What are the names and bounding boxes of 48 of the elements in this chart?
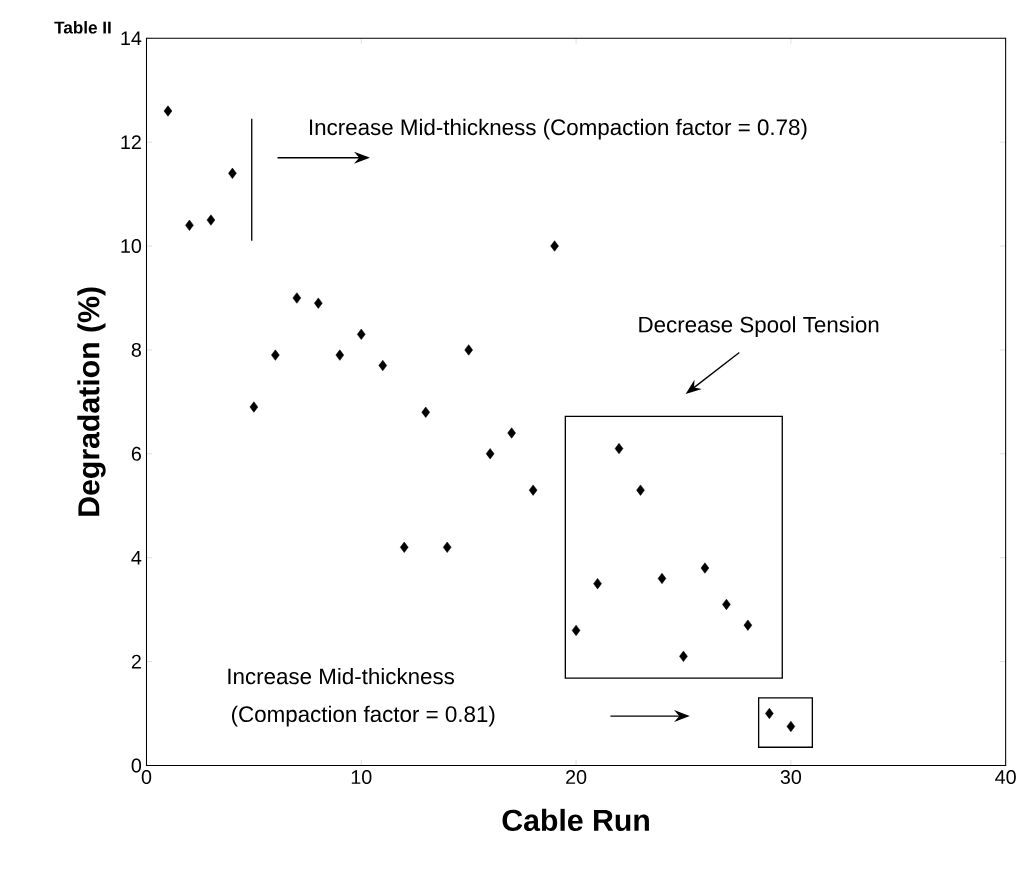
point — [614, 443, 624, 455]
x-axis-title: Cable Run — [502, 809, 649, 832]
x-tick-label: 20 — [566, 770, 587, 785]
point — [636, 484, 645, 496]
y-axis-title: Degradation (%) — [77, 287, 106, 517]
point — [314, 297, 323, 309]
point — [442, 542, 452, 554]
point — [657, 573, 667, 585]
point — [528, 484, 538, 496]
point — [722, 599, 731, 611]
point — [292, 292, 302, 304]
y-tick-label: 6 — [131, 447, 141, 462]
y-tick-label: 10 — [121, 239, 142, 254]
y-tick-label: 14 — [121, 31, 142, 46]
y-tick-label: 0 — [131, 758, 142, 773]
point — [249, 401, 259, 413]
point — [485, 448, 495, 460]
annotation: Increase Mid-thickness (Compaction factor = 0.78) — [310, 119, 807, 140]
point — [206, 214, 216, 226]
x-tick-label: 40 — [995, 770, 1016, 785]
point — [593, 578, 602, 590]
y-tick-label: 2 — [131, 654, 141, 669]
point — [464, 344, 473, 356]
x-tick-label: 10 — [351, 770, 372, 785]
point — [271, 349, 280, 361]
annotation: (Compaction factor = 0.81) — [232, 705, 495, 727]
point — [357, 329, 366, 341]
point — [679, 651, 688, 663]
point — [571, 625, 581, 637]
point — [786, 721, 796, 733]
point — [163, 105, 173, 117]
point — [378, 360, 387, 372]
point — [765, 708, 774, 720]
annotation: Increase Mid-thickness — [228, 668, 455, 685]
y-tick-label: 4 — [131, 551, 142, 565]
y-tick-label: 12 — [121, 135, 141, 150]
point — [228, 168, 237, 180]
point — [743, 619, 753, 631]
chart-title: Table II — [54, 21, 111, 34]
point — [700, 562, 710, 574]
x-tick-label: 0 — [141, 770, 152, 785]
point — [400, 542, 409, 554]
y-tick-label: 8 — [131, 343, 141, 358]
point — [335, 349, 345, 361]
point — [507, 427, 516, 439]
annotation: Decrease Spool Tension — [639, 316, 879, 338]
x-tick-label: 30 — [780, 770, 802, 785]
point — [550, 240, 559, 252]
